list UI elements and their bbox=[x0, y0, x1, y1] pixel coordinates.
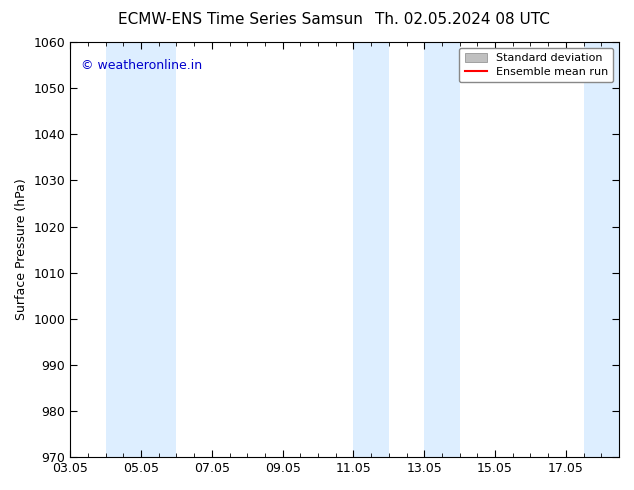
Text: Th. 02.05.2024 08 UTC: Th. 02.05.2024 08 UTC bbox=[375, 12, 550, 27]
Bar bbox=[424, 42, 460, 457]
Text: © weatheronline.in: © weatheronline.in bbox=[81, 59, 202, 72]
Bar bbox=[106, 42, 176, 457]
Text: ECMW-ENS Time Series Samsun: ECMW-ENS Time Series Samsun bbox=[119, 12, 363, 27]
Y-axis label: Surface Pressure (hPa): Surface Pressure (hPa) bbox=[15, 179, 28, 320]
Bar bbox=[584, 42, 619, 457]
Legend: Standard deviation, Ensemble mean run: Standard deviation, Ensemble mean run bbox=[459, 48, 614, 82]
Bar bbox=[354, 42, 389, 457]
